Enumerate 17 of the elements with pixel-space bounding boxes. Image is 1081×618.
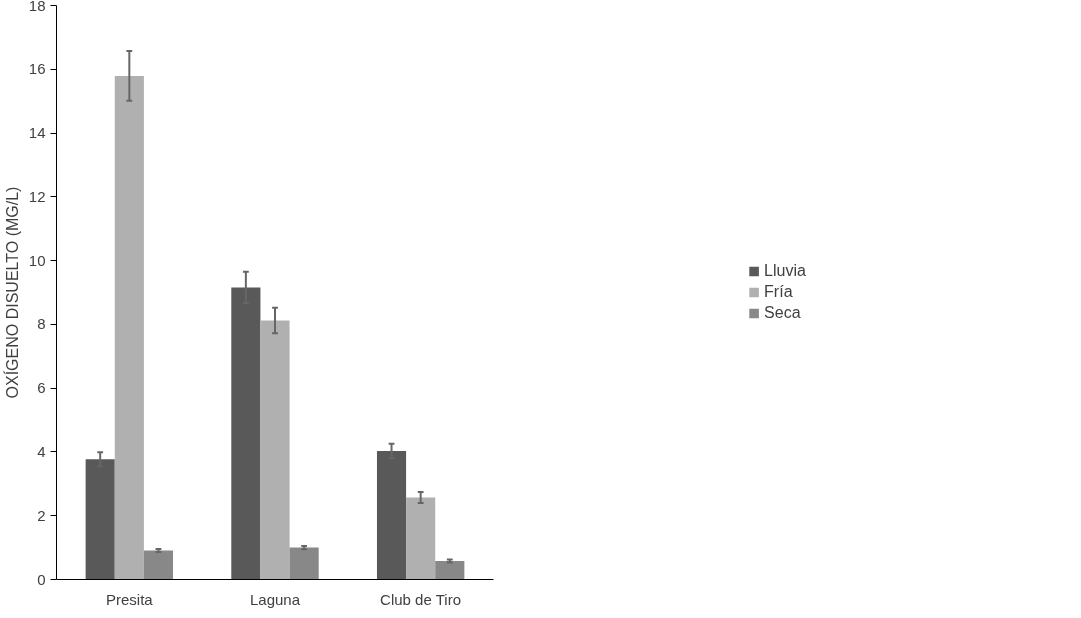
x-tick-label: Club de Tiro (380, 590, 461, 608)
y-tick-label: 0 (37, 570, 46, 588)
y-tick-label: 6 (37, 379, 46, 397)
legend-label: Fría (764, 283, 793, 301)
y-tick-label: 12 (28, 187, 46, 205)
y-tick-label: 14 (28, 124, 46, 142)
y-axis-title: OXÍGENO DISUELTO (MG/L) (2, 186, 21, 399)
y-tick-label: 10 (28, 251, 46, 269)
x-tick-label: Laguna (249, 590, 301, 608)
y-tick-label: 8 (37, 315, 46, 333)
y-tick-label: 16 (28, 60, 46, 78)
y-tick-label: 4 (37, 442, 46, 460)
x-tick-label: Presita (105, 590, 154, 608)
y-tick-label: 18 (28, 0, 46, 14)
y-tick-label: 2 (37, 506, 46, 524)
legend-label: Seca (764, 304, 801, 322)
legend-label: Lluvia (764, 262, 806, 280)
